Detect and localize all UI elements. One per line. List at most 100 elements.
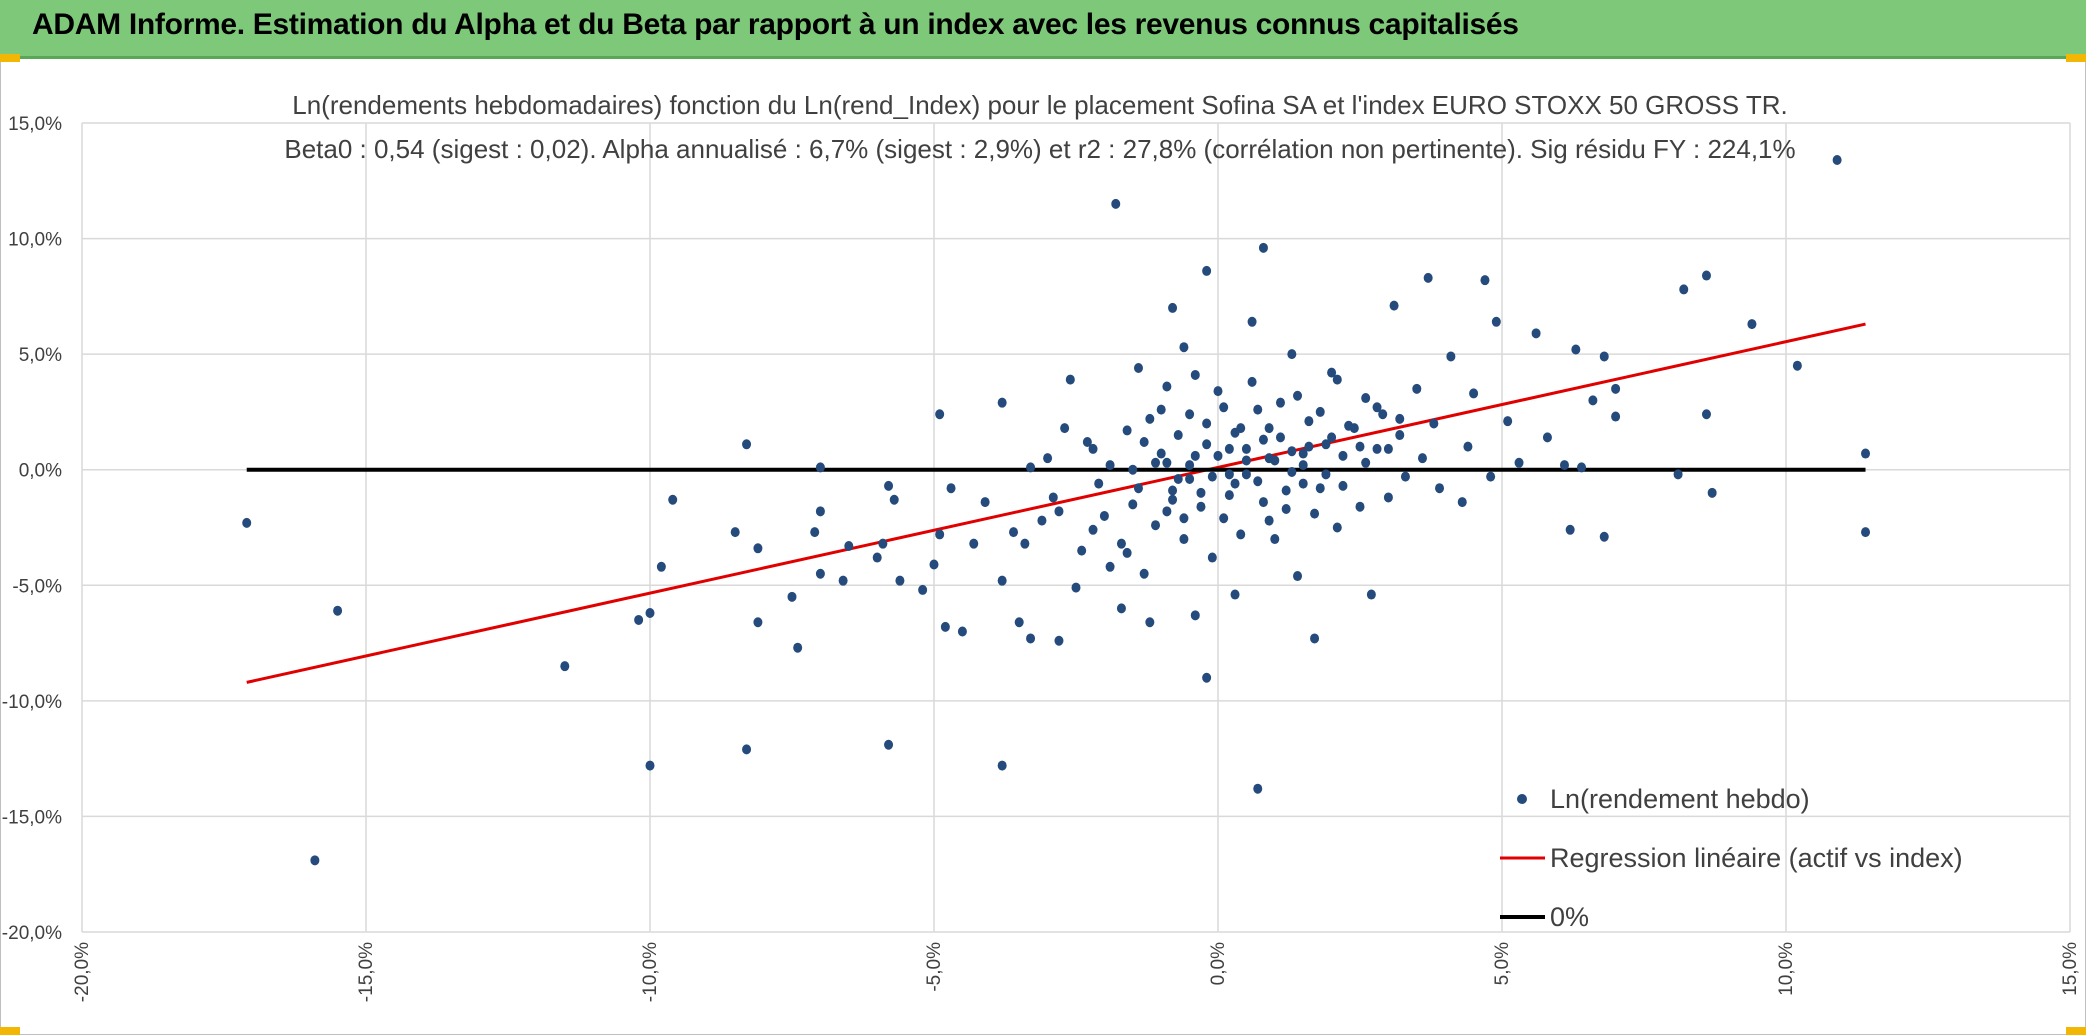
data-point — [1361, 393, 1371, 404]
data-point — [1179, 342, 1189, 353]
data-point — [1679, 284, 1689, 295]
data-point — [1190, 610, 1200, 621]
data-point — [1281, 504, 1291, 515]
x-tick-label: -5,0% — [924, 942, 945, 992]
data-point — [1412, 383, 1422, 394]
page-title: ADAM Informe. Estimation du Alpha et du … — [32, 8, 1519, 41]
data-point — [1168, 302, 1178, 313]
data-point — [1338, 450, 1348, 461]
data-point — [1310, 633, 1320, 644]
data-point — [1372, 443, 1382, 454]
data-point — [1156, 404, 1166, 415]
data-point — [1287, 467, 1297, 478]
chart-title: Ln(rendements hebdomadaires) fonction du… — [292, 90, 1787, 120]
data-point — [1417, 453, 1427, 464]
data-point — [1599, 531, 1609, 542]
data-point — [1037, 515, 1047, 526]
data-point — [895, 575, 905, 586]
data-point — [1469, 388, 1479, 399]
data-point — [1185, 473, 1195, 484]
x-tick-label: 0,0% — [1208, 942, 1229, 985]
data-point — [1162, 381, 1172, 392]
data-point — [1116, 603, 1126, 614]
data-point — [1026, 462, 1036, 473]
data-point — [1116, 538, 1126, 549]
data-point — [634, 614, 644, 625]
data-point — [1247, 316, 1257, 327]
data-point — [1287, 446, 1297, 457]
data-point — [1599, 351, 1609, 362]
data-point — [1196, 487, 1206, 498]
data-point — [1423, 272, 1433, 283]
data-point — [1173, 430, 1183, 441]
data-point — [1349, 423, 1359, 434]
data-point — [1792, 360, 1802, 371]
y-tick-label: 0,0% — [19, 461, 62, 482]
data-point — [1253, 476, 1263, 487]
grid-layer — [81, 122, 2071, 933]
data-point — [1463, 441, 1473, 452]
data-point — [1122, 425, 1132, 436]
corner-marker-bottom-right — [2066, 1027, 2086, 1035]
y-tick-label: 10,0% — [8, 230, 62, 251]
legend: Ln(rendement hebdo) Regression linéaire … — [1500, 784, 1963, 932]
data-point — [1366, 589, 1376, 600]
data-point — [1559, 460, 1569, 471]
data-point — [844, 540, 854, 551]
data-point — [1247, 376, 1257, 387]
data-point — [1009, 527, 1019, 538]
data-point — [1241, 455, 1251, 466]
ticks-layer: -20,0% -15,0% -10,0% -5,0% 0,0% 5,0% 10,0% 15,0… — [2, 114, 2081, 1002]
data-point — [753, 617, 763, 628]
data-point — [980, 497, 990, 508]
data-point — [957, 626, 967, 637]
data-point — [1088, 443, 1098, 454]
data-point — [1190, 450, 1200, 461]
legend-label-regression: Regression linéaire (actif vs index) — [1550, 843, 1963, 873]
x-tick-label: 5,0% — [1492, 942, 1513, 985]
data-point — [1099, 510, 1109, 521]
data-point — [815, 568, 825, 579]
data-point — [1105, 561, 1115, 572]
data-point — [935, 529, 945, 540]
data-point — [872, 552, 882, 563]
data-point — [1105, 460, 1115, 471]
data-point — [645, 608, 655, 619]
data-point — [1224, 469, 1234, 480]
data-point — [969, 538, 979, 549]
data-point — [997, 575, 1007, 586]
data-point — [793, 642, 803, 653]
data-point — [1275, 397, 1285, 408]
data-point — [1054, 635, 1064, 646]
data-point — [1241, 469, 1251, 480]
data-point — [1861, 448, 1871, 459]
data-point — [1383, 443, 1393, 454]
data-point — [1082, 436, 1092, 447]
data-point — [1128, 464, 1138, 475]
data-point — [1832, 154, 1842, 165]
data-point — [1065, 374, 1075, 385]
data-point — [1043, 453, 1053, 464]
data-point — [1241, 443, 1251, 454]
data-point — [878, 538, 888, 549]
data-point — [1139, 568, 1149, 579]
data-point — [1304, 416, 1314, 427]
data-point — [1577, 462, 1587, 473]
lines-layer — [246, 322, 1866, 684]
x-tick-label: -15,0% — [356, 942, 377, 1002]
data-point — [1253, 404, 1263, 415]
data-point — [1701, 270, 1711, 281]
data-point — [1258, 497, 1268, 508]
data-point — [742, 744, 752, 755]
data-point — [1224, 443, 1234, 454]
data-point — [1383, 492, 1393, 503]
data-point — [1202, 672, 1212, 683]
data-point — [1435, 483, 1445, 494]
data-point — [1185, 460, 1195, 471]
data-point — [1202, 418, 1212, 429]
data-point — [815, 506, 825, 517]
corner-marker-top-left — [0, 54, 20, 62]
data-point — [1185, 409, 1195, 420]
legend-label-scatter: Ln(rendement hebdo) — [1550, 784, 1810, 814]
